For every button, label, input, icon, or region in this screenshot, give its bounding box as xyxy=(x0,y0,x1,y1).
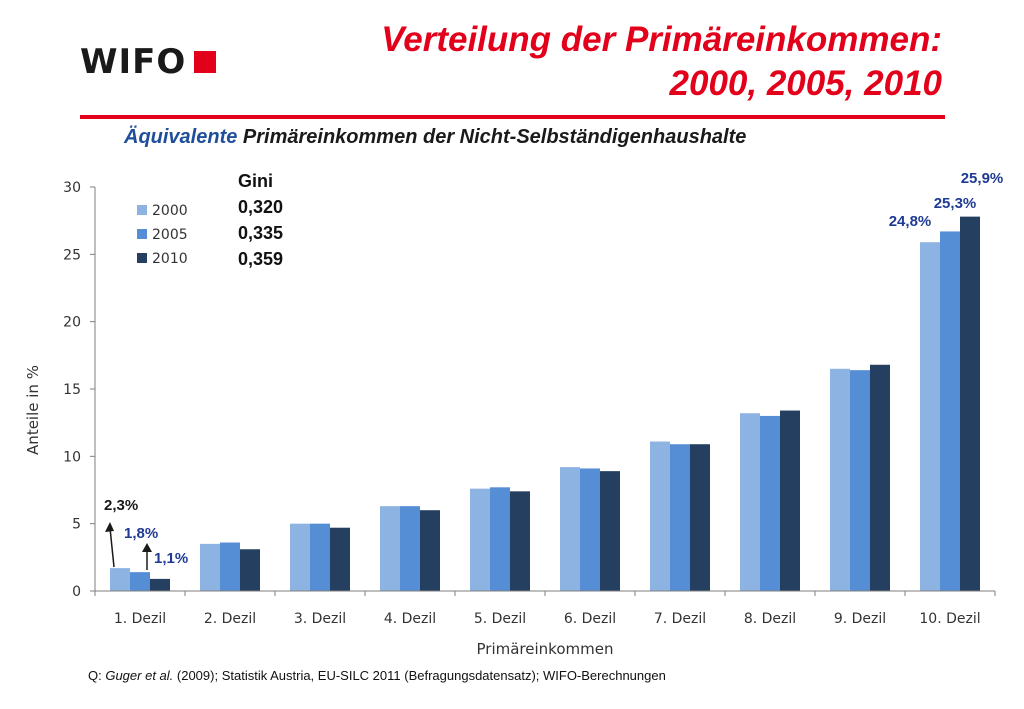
bar-2000-1 xyxy=(110,568,130,591)
y-tick-label: 10 xyxy=(63,449,81,465)
arrow-line-1 xyxy=(109,527,115,568)
bar-2005-5 xyxy=(490,487,510,591)
logo-text: WIFO xyxy=(80,42,187,82)
bar-2010-10 xyxy=(960,216,980,592)
source-prefix: Q: xyxy=(88,668,106,683)
legend-label-2000: 2000 xyxy=(152,203,188,219)
gini-label: Gini xyxy=(238,171,273,191)
logo-square xyxy=(194,51,217,73)
y-tick-label: 25 xyxy=(63,247,81,263)
legend-swatch-2000 xyxy=(137,205,147,215)
x-tick-label: 7. Dezil xyxy=(654,611,706,627)
annotation-low-2: 1,8% xyxy=(124,525,158,542)
y-axis: 0 5 10 15 20 25 30 xyxy=(63,180,96,600)
annotation-high-3: 25,9% xyxy=(961,170,1004,187)
x-tick-label: 1. Dezil xyxy=(114,611,166,627)
bar-2005-9 xyxy=(850,370,870,591)
bar-2000-8 xyxy=(740,413,760,591)
gini-value-2000: 0,320 xyxy=(238,197,284,217)
bar-2005-8 xyxy=(760,415,780,591)
x-tick-label: 4. Dezil xyxy=(384,611,436,627)
bar-2005-1 xyxy=(130,572,150,591)
legend-label-2005: 2005 xyxy=(152,227,188,243)
bar-2000-3 xyxy=(290,523,310,591)
bar-2010-4 xyxy=(420,510,440,591)
x-tick-label: 9. Dezil xyxy=(834,611,886,627)
bar-2010-2 xyxy=(240,549,260,591)
bar-2000-7 xyxy=(650,441,670,591)
legend: 2000 2005 2010 xyxy=(137,203,188,267)
y-axis-title: Anteile in % xyxy=(24,365,42,455)
bar-2005-7 xyxy=(670,444,690,591)
subtitle-rest: Primäreinkommen der Nicht-Selbständigenh… xyxy=(237,126,747,148)
bar-2010-9 xyxy=(870,364,890,591)
slide-title: Verteilung der Primäreinkommen: 2000, 20… xyxy=(381,18,942,106)
source-rest: (2009); Statistik Austria, EU-SILC 2011 … xyxy=(173,668,666,683)
gini-value-2010: 0,359 xyxy=(238,249,284,269)
bar-2005-4 xyxy=(400,506,420,591)
x-tick-label: 6. Dezil xyxy=(564,611,616,627)
y-tick-label: 20 xyxy=(63,315,81,331)
title-line-2: 2000, 2005, 2010 xyxy=(669,64,942,103)
x-tick-label: 8. Dezil xyxy=(744,611,796,627)
legend-swatch-2010 xyxy=(137,253,147,263)
bar-2005-6 xyxy=(580,468,600,591)
x-tick-label: 3. Dezil xyxy=(294,611,346,627)
x-axis-title: Primäreinkommen xyxy=(477,640,614,658)
y-tick-label: 0 xyxy=(72,584,81,600)
x-tick-label: 2. Dezil xyxy=(204,611,256,627)
source-authors: Guger et al. xyxy=(105,668,174,683)
arrow-head-2 xyxy=(142,543,152,552)
bar-2010-6 xyxy=(600,471,620,591)
title-divider xyxy=(80,115,945,119)
gini-value-2005: 0,335 xyxy=(238,223,284,243)
source-note: Q: Guger et al. (2009); Statistik Austri… xyxy=(88,668,666,683)
y-tick-label: 5 xyxy=(72,517,81,533)
bar-2000-6 xyxy=(560,467,580,591)
bars-group xyxy=(110,216,980,592)
x-axis: 1. Dezil 2. Dezil 3. Dezil 4. Dezil 5. Dezil… xyxy=(94,590,996,627)
bar-2000-5 xyxy=(470,488,490,591)
x-tick-label: 5. Dezil xyxy=(474,611,526,627)
bar-2010-5 xyxy=(510,491,530,591)
bar-2010-8 xyxy=(780,410,800,591)
y-tick-label: 30 xyxy=(63,180,81,196)
bar-2005-10 xyxy=(940,231,960,591)
bar-2010-3 xyxy=(330,527,350,591)
gini-box: Gini 0,320 0,335 0,359 xyxy=(238,168,283,272)
bar-2005-3 xyxy=(310,523,330,591)
annotation-high-1: 24,8% xyxy=(889,213,932,230)
legend-swatch-2005 xyxy=(137,229,147,239)
legend-label-2010: 2010 xyxy=(152,251,188,267)
annotation-high-2: 25,3% xyxy=(934,195,977,212)
chart-subtitle: Äquivalente Primäreinkommen der Nicht-Se… xyxy=(124,126,746,149)
annotations: 2,3% 1,8% 1,1% 24,8%25,3% 25,9% xyxy=(104,170,1003,570)
arrow-head-1 xyxy=(105,522,114,532)
title-line-1: Verteilung der Primäreinkommen: xyxy=(381,20,942,59)
x-tick-label: 10. Dezil xyxy=(919,611,980,627)
subtitle-accent: Äquivalente xyxy=(124,126,238,148)
bar-2010-7 xyxy=(690,444,710,591)
bar-2000-4 xyxy=(380,506,400,591)
annotation-low-1: 2,3% xyxy=(104,497,138,514)
bar-2010-1 xyxy=(150,578,170,591)
bar-2005-2 xyxy=(220,542,240,591)
annotation-low-3: 1,1% xyxy=(154,550,188,567)
wifo-logo: WIFO xyxy=(80,42,217,82)
bar-2000-9 xyxy=(830,368,850,591)
bar-2000-2 xyxy=(200,543,220,591)
bar-2000-10 xyxy=(920,242,940,592)
y-tick-label: 15 xyxy=(63,382,81,398)
